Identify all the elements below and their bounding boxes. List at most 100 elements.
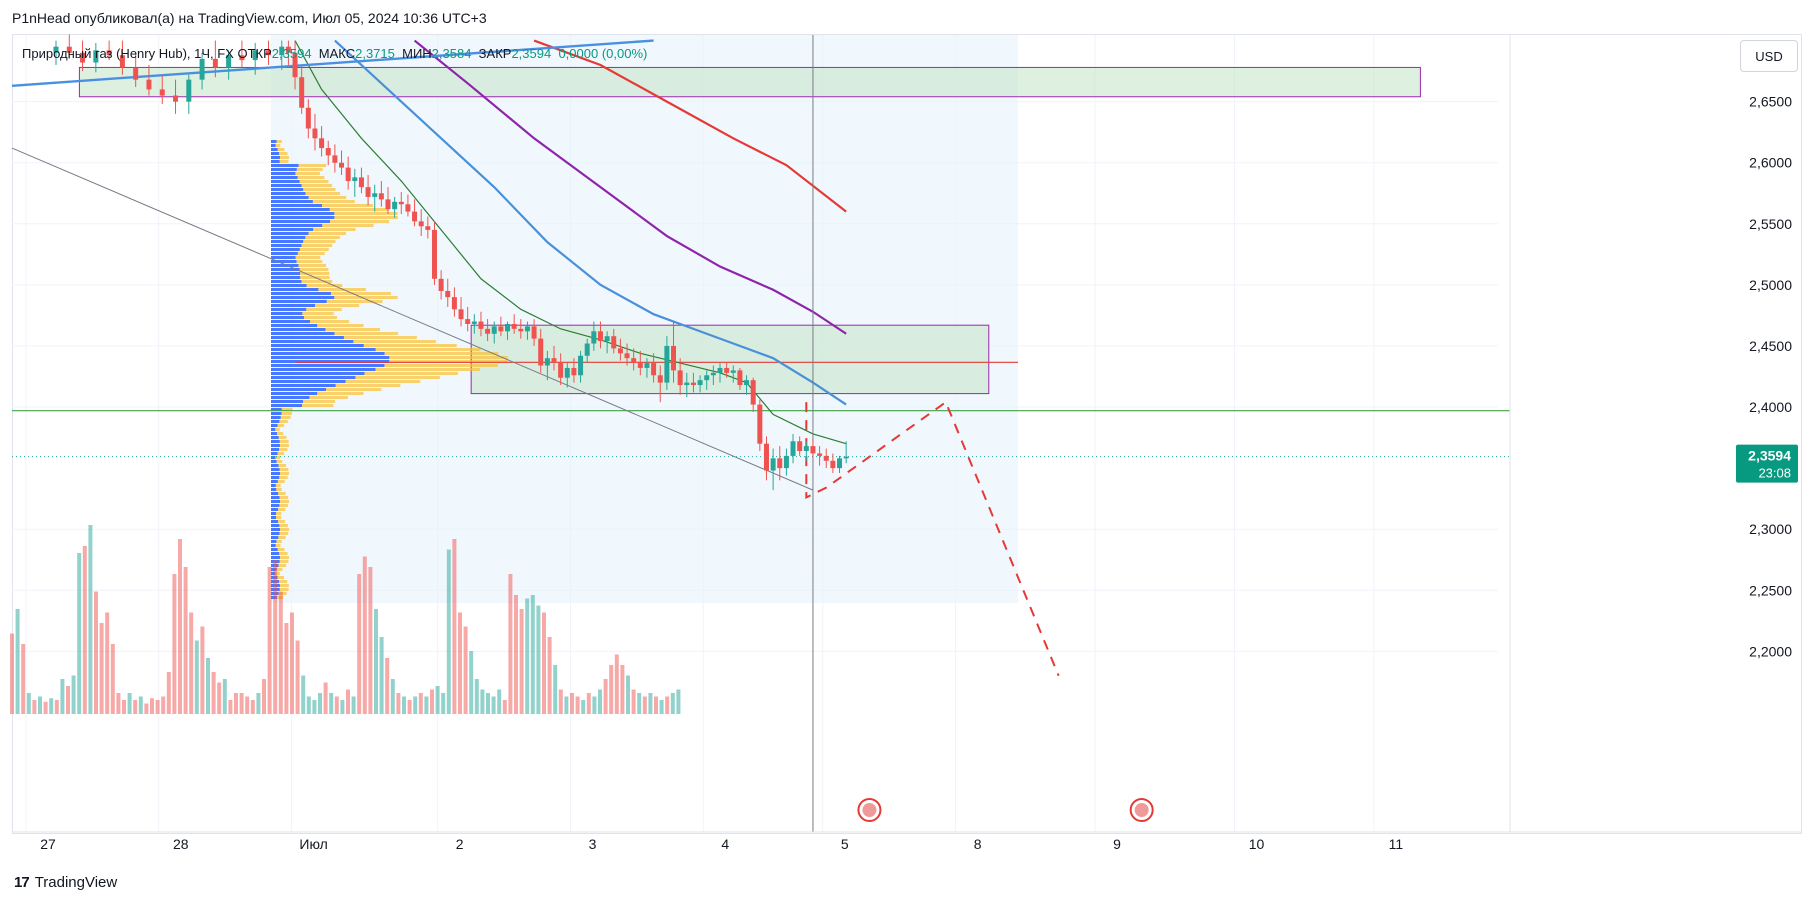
volume-bar — [463, 626, 468, 714]
volume-profile-bar — [271, 204, 322, 207]
symbol-legend: Природный газ (Henry Hub), 1Ч, FX ОТКР2,… — [22, 46, 647, 61]
time-tick-label: Июл — [299, 836, 327, 852]
volume-profile-bar — [275, 144, 281, 147]
volume-profile-bar — [276, 540, 282, 543]
volume-profile-bar — [271, 252, 298, 255]
volume-bar — [323, 682, 328, 714]
volume-bar — [558, 689, 563, 714]
volume-bar — [620, 665, 625, 714]
volume-bar — [346, 689, 350, 714]
time-tick-label: 9 — [1113, 836, 1121, 852]
moving-average-ma50 — [334, 39, 847, 406]
volume-bar — [161, 696, 166, 714]
candle-body — [325, 148, 331, 156]
volume-profile-bar — [271, 212, 335, 215]
volume-profile-bar — [271, 364, 385, 367]
time-tick-label: 10 — [1249, 836, 1265, 852]
volume-profile-bar — [271, 424, 278, 427]
candle-body — [226, 55, 232, 68]
economic-events — [857, 798, 1154, 822]
volume-bar — [301, 675, 306, 714]
volume-bar — [49, 698, 54, 714]
currency-button[interactable]: USD — [1740, 40, 1798, 72]
candle-body — [93, 50, 99, 63]
trendlines — [11, 35, 1060, 832]
volume-bar — [586, 693, 591, 714]
candle-body — [312, 128, 318, 139]
bar-countdown: 23:08 — [1758, 466, 1791, 481]
moving-average-ma200 — [533, 39, 847, 213]
volume-profile-bar — [277, 452, 285, 455]
volume-profile-bar — [276, 488, 282, 491]
volume-profile-bar — [271, 476, 280, 479]
trendline — [11, 147, 814, 491]
candle-body — [538, 338, 544, 366]
moving-average-ma20 — [294, 40, 847, 445]
candle-body — [412, 211, 418, 222]
volume-profile-bar — [271, 412, 282, 415]
candle-body — [279, 46, 285, 56]
price-tick-label: 2,4000 — [1749, 399, 1792, 415]
volume-bar — [32, 700, 37, 714]
volume-profile-bar — [271, 452, 278, 455]
volume-bar — [525, 598, 530, 714]
time-tick-label: 4 — [721, 836, 729, 852]
volume-bar — [278, 591, 283, 714]
volume-profile-bar — [271, 376, 356, 379]
volume-profile-bar — [303, 316, 337, 319]
volume-profile-bar — [271, 176, 298, 179]
volume-bar — [189, 612, 194, 714]
candle-body — [770, 458, 776, 471]
volume-profile-bar — [271, 196, 309, 199]
candle-body — [285, 46, 291, 53]
volume-profile-bar — [271, 168, 297, 171]
volume-bar — [670, 693, 675, 714]
volume-profile-bar — [279, 528, 289, 531]
volume-profile-bar — [271, 484, 276, 487]
candle-body — [80, 52, 86, 63]
volume-bar — [390, 679, 395, 714]
volume-profile-bar — [271, 536, 279, 539]
volume-profile-bar — [279, 468, 289, 471]
volume-bar — [407, 700, 412, 714]
volume-profile-bar — [345, 380, 421, 383]
candle-body — [704, 375, 710, 381]
candle-body — [737, 370, 743, 386]
volume-profile-bar — [330, 292, 391, 295]
volume-bar — [502, 700, 507, 714]
volume-profile-bar — [279, 524, 288, 527]
volume-profile-bar — [271, 288, 319, 291]
candle-body — [531, 326, 537, 339]
candle-body — [146, 79, 152, 90]
volume-profile-bar — [271, 160, 280, 163]
volume-bar — [77, 553, 82, 714]
volume-profile-bar — [271, 140, 277, 143]
volume-profile-bar — [334, 332, 398, 335]
volume-bar — [424, 696, 429, 714]
volume-bar — [284, 623, 289, 714]
candle-body — [299, 77, 305, 108]
volume-profile-bar — [271, 340, 354, 343]
volume-bar — [217, 682, 222, 714]
volume-profile-bar — [297, 176, 325, 179]
volume-profile-bar — [271, 524, 280, 527]
volume-profile-bar — [280, 416, 291, 419]
candle-body — [644, 363, 650, 368]
volume-profile-bar — [279, 500, 289, 503]
candle-body — [690, 382, 696, 386]
candle-body — [803, 446, 809, 452]
volume-bar — [631, 689, 636, 714]
candle-body — [518, 328, 524, 332]
volume-profile-bar — [375, 348, 481, 351]
volume-profile-bar — [271, 528, 280, 531]
volume-profile-bar — [271, 532, 280, 535]
moving-averages — [294, 39, 847, 445]
volume-profile-bar — [305, 192, 340, 195]
volume-profile-bar — [279, 444, 289, 447]
volume-bar — [234, 693, 238, 714]
volume-bar — [396, 693, 401, 714]
volume-profile-bar — [299, 180, 329, 183]
volume-bar — [133, 700, 138, 714]
volume-bar — [222, 679, 227, 714]
